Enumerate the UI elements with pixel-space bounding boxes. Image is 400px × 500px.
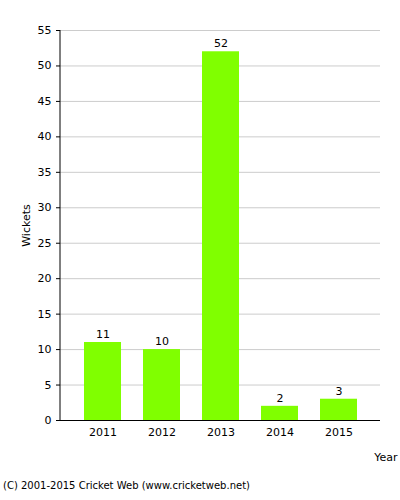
svg-text:Year: Year bbox=[373, 451, 398, 464]
svg-text:2015: 2015 bbox=[325, 426, 353, 439]
svg-text:3: 3 bbox=[336, 385, 343, 398]
svg-text:2014: 2014 bbox=[266, 426, 294, 439]
svg-text:55: 55 bbox=[38, 24, 52, 37]
svg-text:52: 52 bbox=[214, 37, 228, 50]
svg-text:10: 10 bbox=[38, 343, 52, 356]
svg-text:50: 50 bbox=[38, 59, 52, 72]
svg-text:45: 45 bbox=[38, 95, 52, 108]
svg-text:0: 0 bbox=[45, 414, 52, 427]
svg-text:2011: 2011 bbox=[89, 426, 117, 439]
svg-text:40: 40 bbox=[38, 130, 52, 143]
svg-text:10: 10 bbox=[155, 335, 169, 348]
svg-text:20: 20 bbox=[38, 272, 52, 285]
html-text:(C) 2001-2015 Cricket Web (www: (C) 2001-2015 Cricket Web (www.cricketwe… bbox=[3, 480, 250, 491]
svg-text:25: 25 bbox=[38, 237, 52, 250]
svg-text:15: 15 bbox=[38, 308, 52, 321]
svg-text:5: 5 bbox=[45, 379, 52, 392]
svg-text:Wickets: Wickets bbox=[20, 204, 33, 247]
svg-text:2: 2 bbox=[277, 392, 284, 405]
svg-text:2013: 2013 bbox=[207, 426, 235, 439]
svg-text:35: 35 bbox=[38, 166, 52, 179]
svg-text:30: 30 bbox=[38, 201, 52, 214]
svg-text:2012: 2012 bbox=[148, 426, 176, 439]
svg-text:11: 11 bbox=[96, 328, 110, 341]
